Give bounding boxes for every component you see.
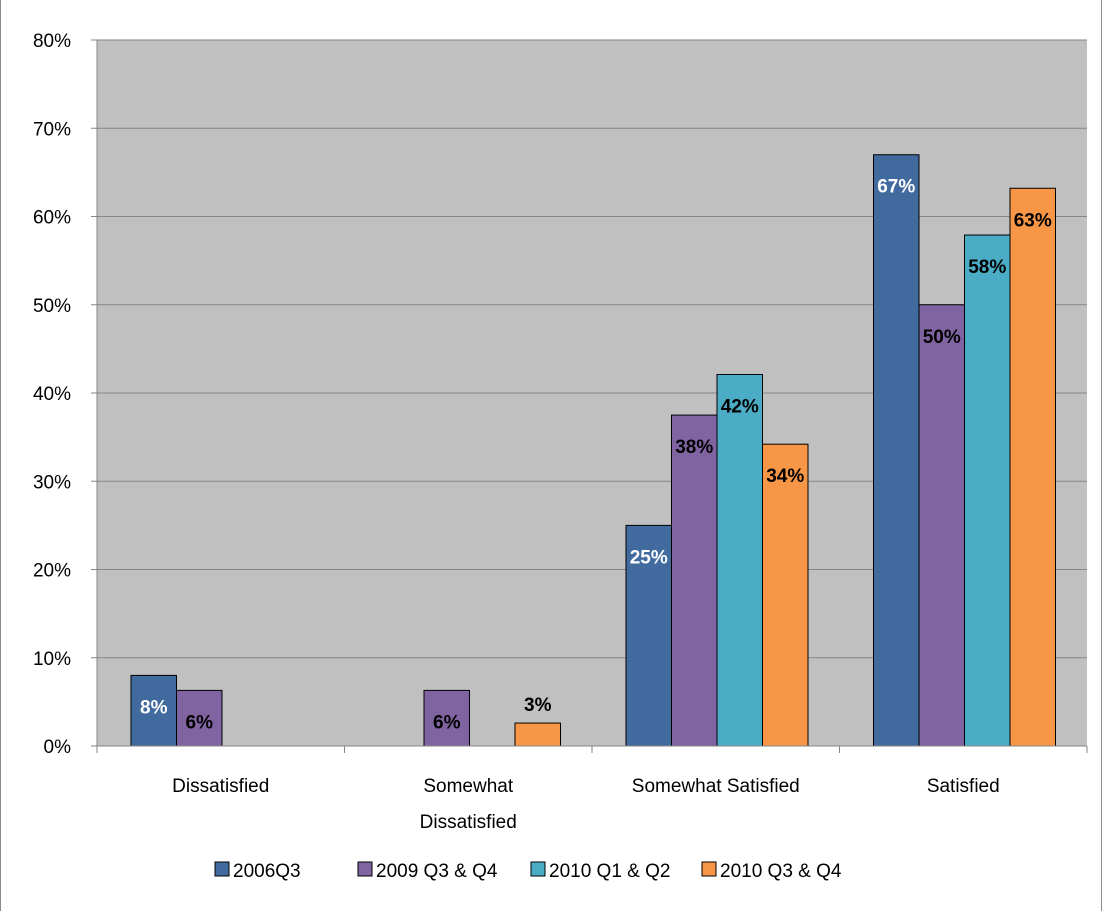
bar xyxy=(671,414,718,747)
gridlines xyxy=(97,39,1087,659)
data-labels: 8% 25% 67% 6% 6% 38% 50% 42% 58% 3% 34% 63% xyxy=(140,177,1052,734)
data-label: 63% xyxy=(1014,210,1052,231)
bar xyxy=(964,234,1011,747)
y-tick-label: 50% xyxy=(33,296,71,317)
bar xyxy=(514,722,561,747)
bars xyxy=(130,154,1056,747)
bar xyxy=(762,443,809,747)
legend-entry: 2010 Q1 & Q2 xyxy=(549,861,670,882)
data-label: 6% xyxy=(186,712,214,733)
legend: 2006Q3 2009 Q3 & Q4 2010 Q1 & Q2 2010 Q3 & … xyxy=(214,861,842,882)
y-tick-label: 70% xyxy=(33,119,71,140)
legend-entry: 2010 Q3 & Q4 xyxy=(720,861,842,882)
y-tick-label: 10% xyxy=(33,649,71,670)
category-label: Dissatisfied xyxy=(172,776,269,797)
legend-swatch xyxy=(530,861,546,877)
category-label: Somewhat xyxy=(423,776,513,797)
bar xyxy=(176,689,223,747)
data-label: 8% xyxy=(140,697,168,718)
category-label: Dissatisfied xyxy=(420,812,517,833)
data-label: 50% xyxy=(923,327,961,348)
legend-entry: 2009 Q3 & Q4 xyxy=(376,861,498,882)
bar xyxy=(130,674,177,747)
legend-swatch xyxy=(701,861,717,877)
category-label: Somewhat Satisfied xyxy=(632,776,800,797)
legend-entry: 2006Q3 xyxy=(233,861,301,882)
data-label: 25% xyxy=(630,547,668,568)
category-label: Satisfied xyxy=(927,776,1000,797)
legend-swatch xyxy=(357,861,373,877)
bar xyxy=(716,373,763,747)
bar xyxy=(625,524,672,747)
data-label: 42% xyxy=(721,396,759,417)
data-label: 3% xyxy=(524,695,552,716)
axes: 0% 10% 20% 30% 40% 50% 60% 70% 80% Dissatisfied So… xyxy=(33,31,1088,833)
bar xyxy=(1009,187,1056,747)
data-label: 6% xyxy=(433,712,461,733)
bar xyxy=(873,154,920,747)
y-tick-label: 30% xyxy=(33,472,71,493)
y-tick-label: 20% xyxy=(33,561,71,582)
bar xyxy=(918,304,965,747)
legend-swatch xyxy=(214,861,230,877)
y-tick-label: 80% xyxy=(33,31,71,52)
data-label: 38% xyxy=(675,437,713,458)
y-tick-label: 60% xyxy=(33,208,71,229)
y-tick-label: 40% xyxy=(33,384,71,405)
data-label: 58% xyxy=(968,257,1006,278)
data-label: 34% xyxy=(766,466,804,487)
bar xyxy=(423,689,470,747)
y-tick-label: 0% xyxy=(44,737,72,758)
data-label: 67% xyxy=(877,177,915,198)
